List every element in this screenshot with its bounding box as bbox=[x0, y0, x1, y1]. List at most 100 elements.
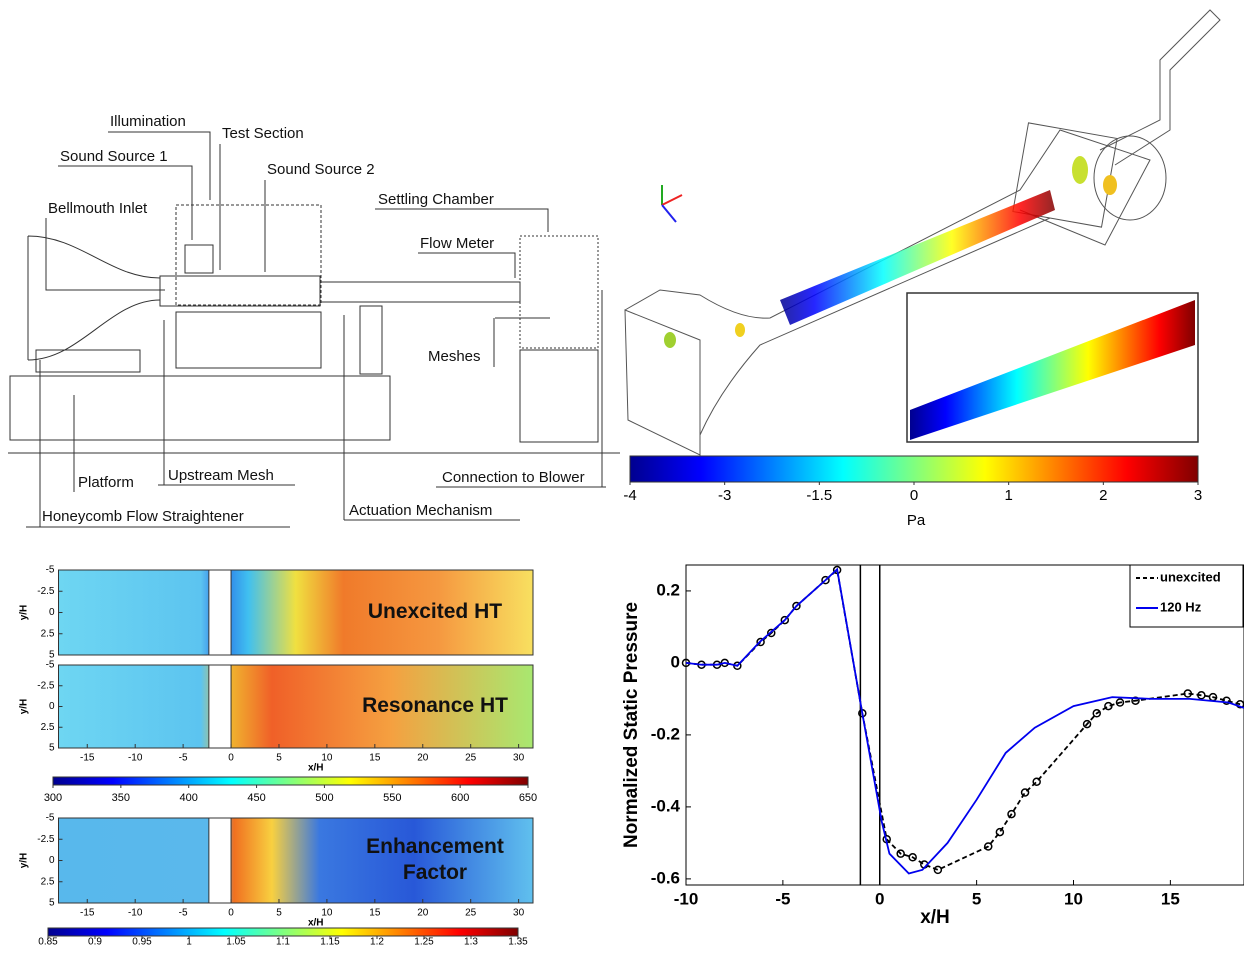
y-axis-label: y/H bbox=[19, 699, 30, 715]
label: Upstream Mesh bbox=[168, 467, 274, 484]
tick-label: -3 bbox=[718, 487, 731, 504]
label: Flow Meter bbox=[420, 235, 494, 252]
y-tick-label: -2.5 bbox=[37, 680, 55, 691]
tick-label: 400 bbox=[180, 792, 198, 804]
tick-label: 600 bbox=[451, 792, 469, 804]
y-tick-label: 2.5 bbox=[41, 628, 55, 639]
y-tick-label: 0 bbox=[49, 855, 55, 866]
y-tick-label: 0.2 bbox=[656, 580, 680, 599]
data-point bbox=[934, 866, 941, 873]
x-axis-label: x/H bbox=[308, 763, 324, 774]
x-tick-label: 15 bbox=[369, 753, 381, 764]
label: Bellmouth Inlet bbox=[48, 200, 148, 217]
diagram-labels: Illumination Test Section Sound Source 1… bbox=[26, 113, 606, 527]
insert-gap bbox=[209, 570, 231, 655]
y-tick-label: 2.5 bbox=[41, 722, 55, 733]
x-tick-label: 5 bbox=[276, 908, 282, 919]
tick-label: 500 bbox=[315, 792, 333, 804]
y-tick-label: 5 bbox=[49, 743, 55, 754]
label: Connection to Blower bbox=[442, 469, 585, 486]
data-point bbox=[996, 829, 1003, 836]
label: Platform bbox=[78, 474, 134, 491]
y-tick-label: 0 bbox=[49, 607, 55, 618]
y-tick-label: 2.5 bbox=[41, 876, 55, 887]
tick-label: 1.15 bbox=[320, 937, 340, 948]
x-tick-label: 20 bbox=[417, 753, 429, 764]
x-tick-label: 15 bbox=[1161, 889, 1180, 908]
x-tick-label: -15 bbox=[80, 908, 95, 919]
y-tick-label: -0.2 bbox=[651, 724, 680, 743]
legend-label: unexcited bbox=[1160, 569, 1221, 584]
y-tick-label: 0 bbox=[49, 701, 55, 712]
legend-label: 120 Hz bbox=[1160, 599, 1202, 614]
x-tick-label: -5 bbox=[775, 889, 790, 908]
y-tick-label: -2.5 bbox=[37, 834, 55, 845]
x-tick-label: 25 bbox=[465, 753, 477, 764]
tick-label: 3 bbox=[1194, 487, 1202, 504]
y-tick-label: 0 bbox=[671, 652, 680, 671]
tick-label: 1.2 bbox=[370, 937, 384, 948]
insert-gap bbox=[209, 665, 231, 748]
y-axis-label: y/H bbox=[19, 853, 30, 869]
tick-label: 650 bbox=[519, 792, 537, 804]
colorbar bbox=[53, 777, 528, 785]
x-tick-label: -10 bbox=[674, 889, 699, 908]
x-tick-label: -15 bbox=[80, 753, 95, 764]
label: Settling Chamber bbox=[378, 191, 494, 208]
tick-label: 1 bbox=[1004, 487, 1012, 504]
tick-label: 0.9 bbox=[88, 937, 102, 948]
tick-label: 0 bbox=[910, 487, 918, 504]
x-tick-label: -5 bbox=[179, 753, 188, 764]
y-tick-label: -2.5 bbox=[37, 586, 55, 597]
tick-label: -4 bbox=[623, 487, 636, 504]
x-tick-label: -10 bbox=[128, 753, 143, 764]
y-tick-label: 5 bbox=[49, 898, 55, 909]
y-tick-label: -5 bbox=[46, 813, 55, 824]
label: Meshes bbox=[428, 348, 481, 365]
label: Illumination bbox=[110, 113, 186, 130]
insert-gap bbox=[209, 818, 231, 903]
tick-label: 0.85 bbox=[38, 937, 58, 948]
colorbar bbox=[630, 456, 1198, 482]
tick-label: 0.95 bbox=[132, 937, 152, 948]
tick-label: 550 bbox=[383, 792, 401, 804]
tick-label: 2 bbox=[1099, 487, 1107, 504]
x-tick-label: 25 bbox=[465, 908, 477, 919]
figure: Illumination Test Section Sound Source 1… bbox=[0, 0, 1244, 948]
tick-label: 350 bbox=[112, 792, 130, 804]
x-tick-label: 20 bbox=[417, 908, 429, 919]
panel-title: Factor bbox=[403, 861, 467, 884]
data-point bbox=[1033, 778, 1040, 785]
tick-label: 1.3 bbox=[464, 937, 478, 948]
x-tick-label: 15 bbox=[369, 908, 381, 919]
y-tick-label: -5 bbox=[46, 660, 55, 671]
x-tick-label: -5 bbox=[179, 908, 188, 919]
x-axis-label: x/H bbox=[920, 907, 950, 928]
x-axis-label: x/H bbox=[308, 918, 324, 929]
colorbar-label: Pa bbox=[907, 512, 926, 529]
panel-title: Enhancement bbox=[366, 835, 504, 858]
x-tick-label: 0 bbox=[228, 908, 234, 919]
data-point bbox=[1022, 789, 1029, 796]
colorbar bbox=[48, 928, 518, 936]
label: Test Section bbox=[222, 125, 304, 142]
x-tick-label: 10 bbox=[1064, 889, 1083, 908]
x-tick-label: 30 bbox=[513, 753, 525, 764]
panel-title: Resonance HT bbox=[362, 694, 508, 717]
x-tick-label: 5 bbox=[276, 753, 282, 764]
tick-label: 450 bbox=[247, 792, 265, 804]
flow-render bbox=[625, 10, 1220, 455]
tunnel-drawing bbox=[8, 205, 620, 453]
label: Honeycomb Flow Straightener bbox=[42, 508, 244, 525]
x-tick-label: 0 bbox=[875, 889, 884, 908]
y-tick-label: -5 bbox=[46, 565, 55, 576]
x-tick-label: -10 bbox=[128, 908, 143, 919]
tick-label: 1.1 bbox=[276, 937, 290, 948]
y-axis-label: Normalized Static Pressure bbox=[621, 602, 642, 848]
tick-label: 1 bbox=[186, 937, 192, 948]
y-tick-label: -0.4 bbox=[651, 796, 681, 815]
x-tick-label: 30 bbox=[513, 908, 525, 919]
label: Sound Source 2 bbox=[267, 161, 375, 178]
tick-label: 1.35 bbox=[508, 937, 528, 948]
label: Sound Source 1 bbox=[60, 148, 168, 165]
